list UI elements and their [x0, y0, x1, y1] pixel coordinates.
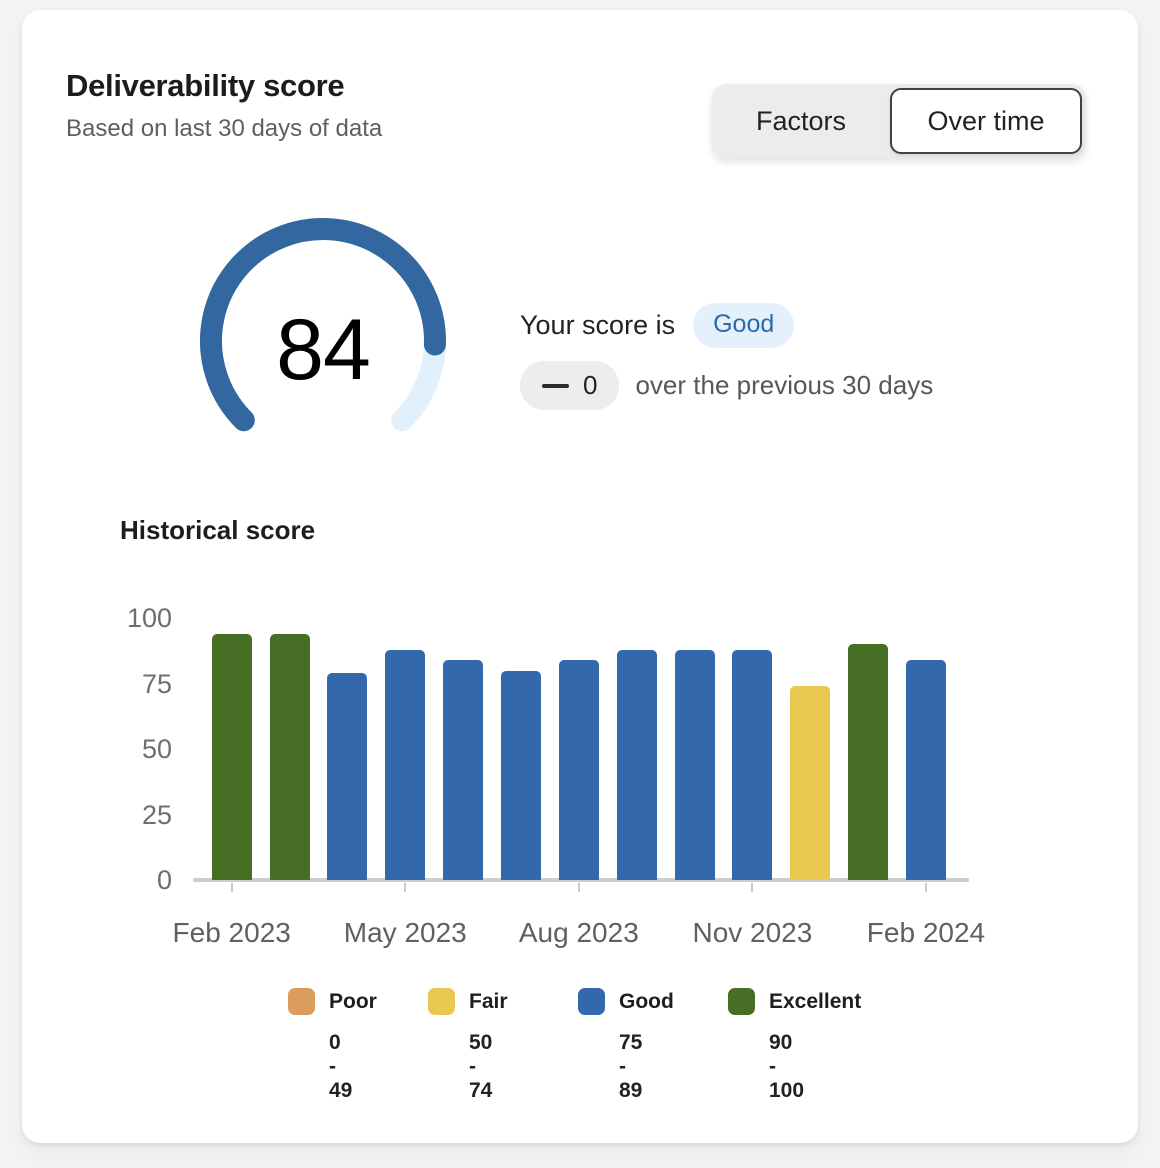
- x-axis-tick-label: Feb 2024: [866, 917, 986, 948]
- legend-item-poor: Poor: [288, 988, 377, 1015]
- legend-item-fair: Fair: [428, 988, 508, 1015]
- score-summary: Your score is Good 0 over the previous 3…: [520, 303, 933, 410]
- legend-label: Good: [619, 989, 674, 1013]
- chart-bar: [558, 660, 599, 880]
- chart-bar: [211, 634, 252, 880]
- delta-value: 0: [583, 370, 598, 400]
- y-axis-tick-label: 25: [141, 799, 172, 830]
- legend-label: Poor: [329, 989, 377, 1013]
- score-value: 84: [276, 302, 371, 398]
- chart-bar: [500, 670, 541, 880]
- legend-range: 90 - 100: [769, 1031, 805, 1102]
- x-axis-tick: [924, 883, 927, 892]
- x-axis-tick-label: Aug 2023: [518, 917, 639, 948]
- delta-pill: 0: [520, 361, 620, 410]
- view-toggle: Factors Over time: [712, 84, 1086, 158]
- chart-bar: [443, 660, 484, 880]
- tab-over-time[interactable]: Over time: [890, 88, 1082, 154]
- legend-swatch-excellent: [728, 988, 755, 1015]
- y-axis-tick-label: 50: [141, 734, 172, 765]
- card-header: Deliverability score Based on last 30 da…: [66, 68, 382, 143]
- y-axis-tick-label: 75: [141, 668, 172, 699]
- deliverability-score-card: Deliverability score Based on last 30 da…: [22, 10, 1138, 1143]
- historical-score-chart: 0 25 50 75 100 Feb 2023 May 2023 Aug 2023 Nov 20…: [22, 10, 1138, 1143]
- legend-swatch-good: [578, 988, 605, 1015]
- legend-label: Fair: [469, 989, 508, 1013]
- x-axis-tick-label: Nov 2023: [692, 917, 813, 948]
- x-axis-tick: [230, 883, 233, 892]
- score-gauge: 84: [193, 211, 453, 471]
- legend-swatch-poor: [288, 988, 315, 1015]
- chart-bar: [385, 649, 426, 880]
- chart-bar: [790, 686, 831, 880]
- chart-bar: [905, 660, 946, 880]
- legend-swatch-fair: [428, 988, 455, 1015]
- legend-item-good: Good: [578, 988, 674, 1015]
- x-axis-tick: [751, 883, 754, 892]
- chart-bar: [732, 649, 773, 880]
- chart-bar: [674, 649, 715, 880]
- rating-badge: Good: [693, 303, 795, 348]
- x-axis-line: [193, 878, 969, 882]
- score-label: Your score is: [520, 310, 676, 340]
- delta-caption: over the previous 30 days: [635, 370, 934, 400]
- gauge-fill-arc: [200, 218, 446, 432]
- chart-bar: [269, 634, 310, 880]
- chart-bar: [327, 673, 368, 880]
- legend-range: 0 - 49: [329, 1031, 353, 1102]
- chart-bar: [848, 644, 889, 880]
- x-axis-tick: [404, 883, 407, 892]
- x-axis-tick: [577, 883, 580, 892]
- gauge-arc: [200, 218, 446, 432]
- legend-range: 50 - 74: [469, 1031, 493, 1102]
- y-axis-tick-label: 100: [126, 603, 172, 634]
- legend-label: Excellent: [769, 989, 862, 1013]
- x-axis-tick-label: Feb 2023: [172, 917, 291, 948]
- historical-score-heading: Historical score: [120, 515, 316, 545]
- legend-item-excellent: Excellent: [728, 988, 861, 1015]
- x-axis-tick-label: May 2023: [343, 917, 467, 948]
- page-title: Deliverability score: [66, 68, 345, 103]
- tab-factors[interactable]: Factors: [712, 84, 890, 158]
- delta-dash-icon: [542, 383, 569, 388]
- y-axis-tick-label: 0: [156, 865, 172, 895]
- chart-bar: [616, 649, 657, 880]
- card-subtitle: Based on last 30 days of data: [66, 115, 383, 142]
- legend-range: 75 - 89: [619, 1031, 643, 1102]
